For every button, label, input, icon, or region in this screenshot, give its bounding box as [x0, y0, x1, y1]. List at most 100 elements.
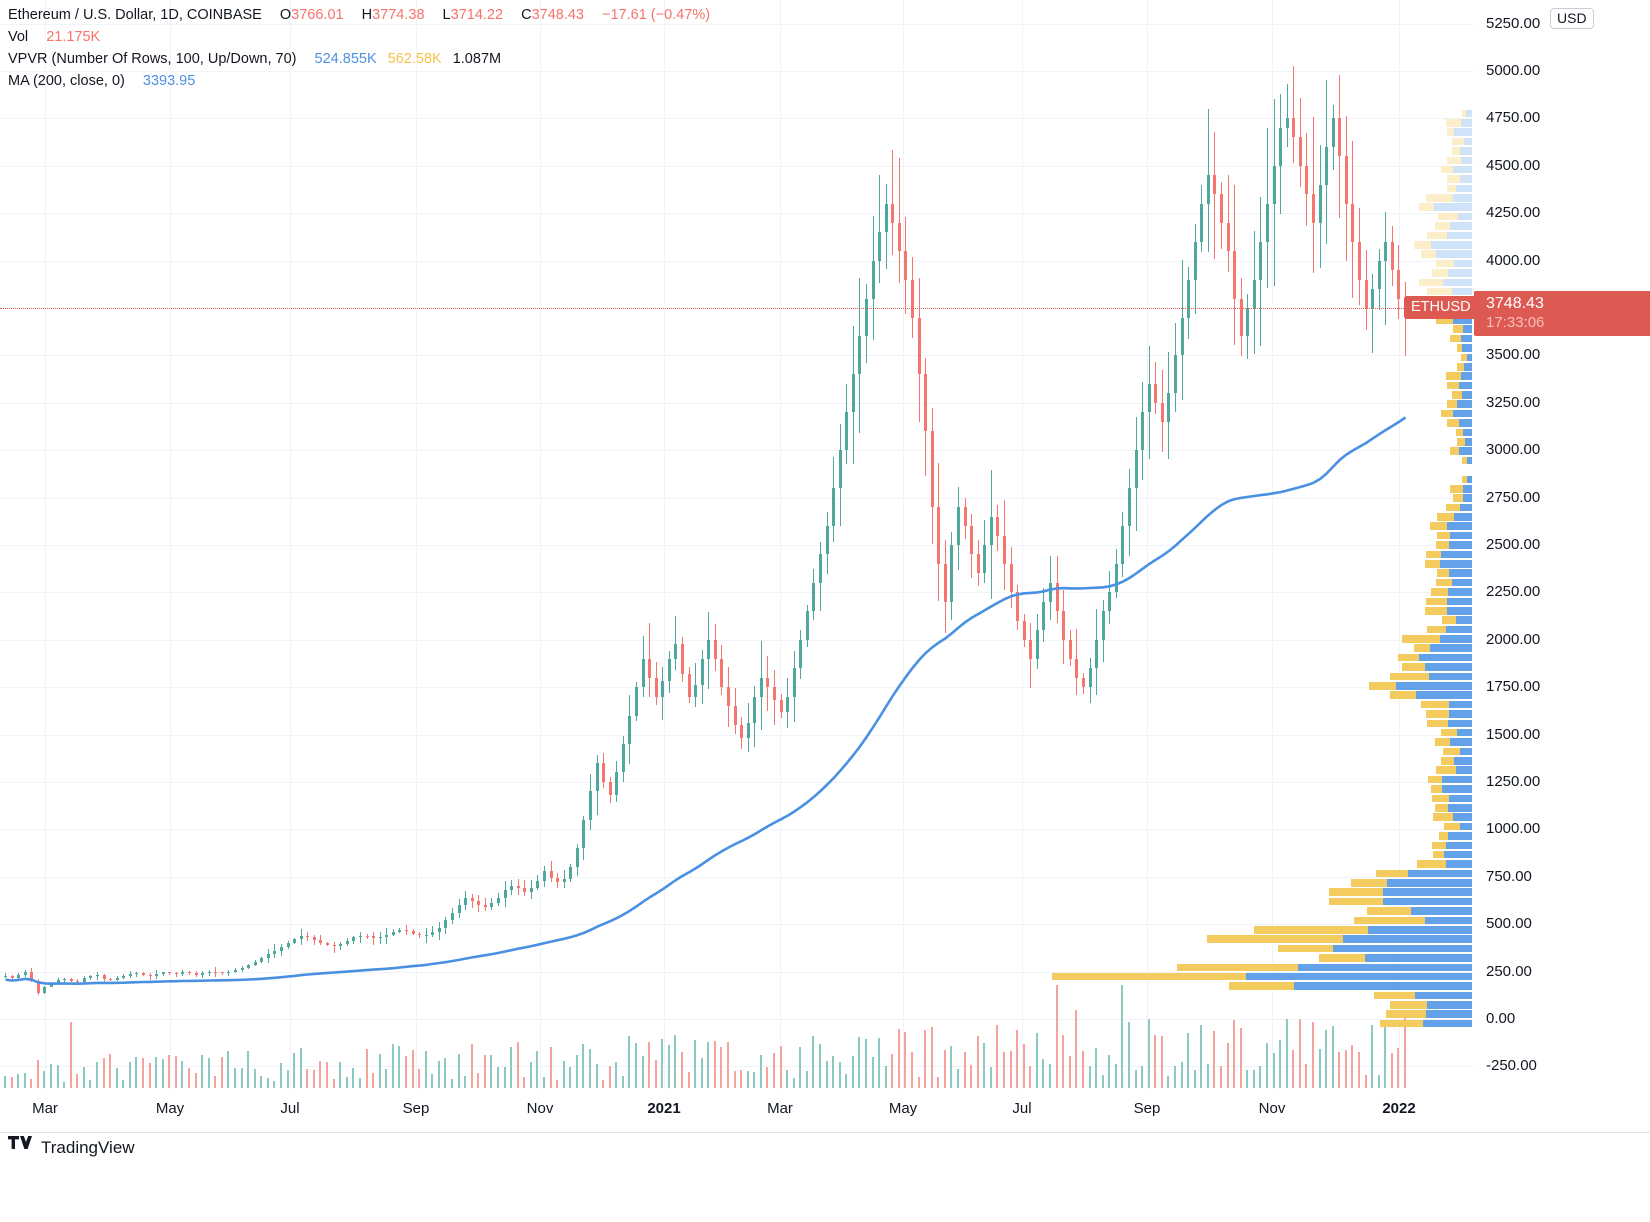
candle-body: [1378, 260, 1381, 290]
candle-body: [1312, 194, 1315, 223]
volume-profile-buy-segment: [1458, 419, 1472, 427]
volume-bar: [11, 1076, 13, 1088]
volume-profile-buy-segment: [1465, 109, 1472, 118]
volume-profile-buy-segment: [1439, 560, 1472, 568]
volume-bar: [642, 1055, 644, 1088]
volume-bar: [826, 1061, 828, 1088]
tv-glyph-icon: [8, 1136, 32, 1149]
legend-symbol-row[interactable]: Ethereum / U.S. Dollar, 1D, COINBASE O37…: [8, 4, 710, 26]
volume-bar: [458, 1054, 460, 1088]
volume-bar: [1108, 1055, 1110, 1088]
volume-bar: [372, 1072, 374, 1088]
candle-body: [260, 958, 263, 963]
tradingview-logo[interactable]: TradingView: [8, 1136, 135, 1159]
volume-profile-buy-segment: [1448, 719, 1472, 728]
volume-profile-sell-segment: [1427, 625, 1447, 634]
volume-bar: [1378, 1075, 1380, 1088]
candle-body: [1174, 355, 1177, 394]
price-plot-area[interactable]: ETHUSD: [0, 0, 1474, 1090]
price-axis-label: 0.00: [1486, 1009, 1516, 1027]
volume-profile-buy-segment: [1454, 757, 1472, 765]
candle-body: [1181, 317, 1184, 356]
candle-wick: [695, 662, 696, 708]
volume-profile-buy-segment: [1368, 925, 1472, 934]
volume-bar: [438, 1061, 440, 1088]
volume-profile-sell-segment: [1427, 287, 1452, 296]
candle-body: [458, 905, 461, 913]
volume-bar: [517, 1041, 519, 1088]
candle-body: [812, 582, 815, 612]
volume-bar: [352, 1068, 354, 1088]
price-axis-label: -250.00: [1486, 1057, 1537, 1075]
volume-bar: [1233, 1019, 1235, 1088]
volume-bar: [1213, 1030, 1215, 1088]
price-axis[interactable]: USD 3748.43 17:33:06 5250.00 5000.00 4750.…: [1474, 0, 1650, 1090]
volume-bar: [418, 1069, 420, 1088]
candle-body: [1345, 156, 1348, 204]
volume-profile-row: [1450, 334, 1472, 343]
volume-bar: [451, 1078, 453, 1088]
volume-bar: [760, 1054, 762, 1088]
volume-profile-buy-segment: [1342, 935, 1472, 943]
candle-body: [188, 972, 191, 974]
volume-profile-buy-segment: [1442, 278, 1472, 287]
volume-profile-sell-segment: [1421, 250, 1436, 258]
candle-body: [504, 890, 507, 898]
candle-body: [602, 763, 605, 782]
volume-profile-sell-segment: [1445, 503, 1460, 512]
volume-profile-row: [1445, 503, 1472, 512]
candle-body: [70, 979, 73, 981]
volume-profile-row: [1435, 803, 1472, 812]
volume-profile-buy-segment: [1445, 841, 1472, 850]
current-price-value: 3748.43: [1486, 295, 1544, 313]
candle-body: [346, 941, 349, 945]
volume-profile-sell-segment: [1446, 175, 1460, 183]
volume-bar: [168, 1055, 170, 1088]
volume-profile-sell-segment: [1438, 212, 1458, 221]
volume-profile-sell-segment: [1376, 869, 1408, 878]
current-price-label[interactable]: 3748.43 17:33:06: [1474, 291, 1650, 337]
volume-profile-row: [1435, 541, 1472, 549]
currency-chip[interactable]: USD: [1550, 8, 1594, 29]
volume-profile-buy-segment: [1453, 316, 1472, 324]
candle-body: [668, 658, 671, 682]
price-axis-label: 2750.00: [1486, 488, 1541, 506]
candle-body: [1108, 592, 1111, 612]
volume-profile-row: [1441, 728, 1472, 737]
legend-change-value: −17.61 (−0.47%): [602, 7, 711, 23]
volume-profile-row: [1451, 391, 1472, 399]
price-axis-label: 3500.00: [1486, 346, 1541, 364]
volume-profile-sell-segment: [1435, 578, 1453, 587]
volume-bar: [977, 1036, 979, 1088]
candle-body: [1128, 488, 1131, 527]
legend-volume-row[interactable]: Vol 21.175K: [8, 26, 710, 48]
volume-bar: [1089, 1066, 1091, 1088]
time-axis-label: 2022: [1382, 1100, 1416, 1117]
volume-bar: [267, 1078, 269, 1088]
candle-wick: [1405, 281, 1406, 357]
volume-profile-row: [1431, 785, 1472, 793]
candle-body: [661, 681, 664, 697]
candle-body: [582, 819, 585, 849]
volume-bar: [135, 1056, 137, 1088]
volume-bar: [957, 1069, 959, 1088]
candle-body: [891, 203, 894, 223]
time-axis[interactable]: Mar May Jul Sep Nov 2021 Mar May Jul Sep Nov 2022: [0, 1090, 1650, 1132]
volume-bar: [484, 1055, 486, 1088]
candle-body: [1279, 127, 1282, 166]
candle-body: [477, 901, 480, 906]
volume-profile-sell-segment: [1432, 841, 1446, 850]
volume-profile-buy-segment: [1459, 147, 1472, 155]
volume-profile-row: [1052, 972, 1472, 981]
grid-line-horizontal: [0, 450, 1474, 451]
volume-profile-row: [1457, 438, 1472, 446]
volume-bar: [188, 1067, 190, 1088]
legend-ma-row[interactable]: MA (200, close, 0) 3393.95: [8, 70, 710, 92]
volume-profile-sell-segment: [1417, 860, 1447, 868]
volume-profile-row: [1366, 907, 1472, 915]
volume-bar: [904, 1031, 906, 1088]
legend-vpvr-row[interactable]: VPVR (Number Of Rows, 100, Up/Down, 70) …: [8, 48, 710, 70]
volume-bar: [924, 1030, 926, 1088]
grid-line-horizontal: [0, 213, 1474, 214]
volume-bar: [247, 1051, 249, 1088]
